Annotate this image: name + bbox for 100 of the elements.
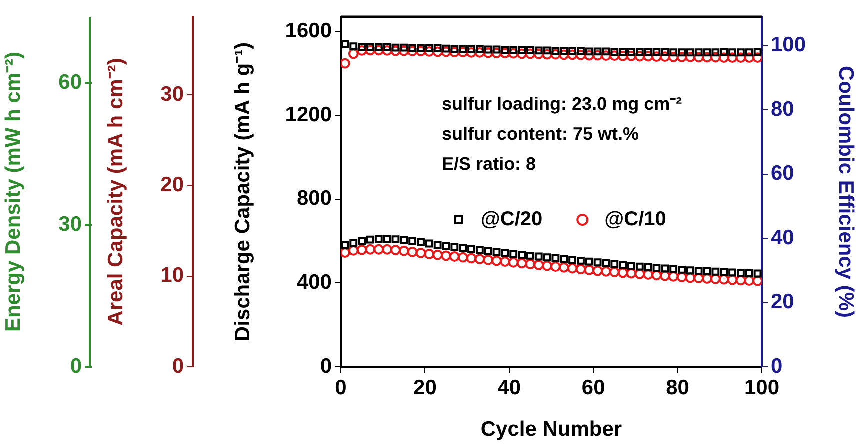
- point: [585, 48, 594, 56]
- text: 0: [70, 354, 82, 378]
- point: [670, 265, 678, 274]
- point: [643, 270, 654, 280]
- point: [459, 244, 468, 252]
- point: [400, 236, 408, 244]
- text: 60: [58, 70, 82, 94]
- point: [390, 245, 401, 256]
- point: [694, 273, 704, 284]
- point: [434, 241, 442, 249]
- point: [567, 50, 578, 60]
- point: [450, 243, 459, 252]
- point: [510, 250, 518, 258]
- point: [652, 52, 662, 62]
- point: [636, 48, 644, 56]
- point: [516, 258, 528, 269]
- point: [744, 276, 755, 286]
- point: [609, 267, 620, 278]
- point: [542, 49, 552, 60]
- y2-tick-label: 80: [771, 98, 794, 121]
- point: [736, 52, 746, 63]
- legend-label: @C/20: [480, 208, 543, 231]
- point: [710, 52, 721, 63]
- point: [577, 47, 585, 56]
- point: [417, 44, 425, 52]
- y-tick-label: 1200: [285, 103, 332, 126]
- point: [374, 235, 383, 244]
- point: [644, 48, 652, 56]
- point: [432, 250, 444, 260]
- point: [407, 46, 418, 57]
- point: [408, 44, 417, 52]
- point: [476, 45, 484, 54]
- annotation: sulfur content: 75 wt.%: [442, 124, 640, 144]
- point: [543, 46, 552, 55]
- point: [374, 45, 384, 56]
- point: [500, 256, 510, 267]
- point: [619, 48, 628, 56]
- x-tick-label: 0: [335, 376, 347, 400]
- point: [366, 43, 374, 52]
- point: [508, 48, 519, 59]
- point: [703, 48, 712, 57]
- point: [425, 44, 434, 52]
- point: [576, 264, 586, 275]
- point: [678, 48, 686, 57]
- point: [594, 48, 602, 56]
- y-tick-label: 400: [296, 270, 332, 294]
- point: [636, 262, 644, 271]
- point: [492, 256, 502, 266]
- point: [516, 48, 528, 60]
- point: [474, 47, 486, 58]
- point: [601, 50, 612, 62]
- point: [727, 52, 738, 63]
- point: [718, 52, 730, 63]
- legend-label: @C/10: [604, 208, 666, 231]
- point: [449, 47, 460, 58]
- point: [392, 236, 400, 244]
- y2-tick-label: 20: [771, 290, 794, 314]
- point: [366, 236, 374, 244]
- point: [441, 250, 452, 262]
- x-tick-label: 60: [582, 376, 606, 400]
- point: [432, 46, 444, 58]
- point: [702, 274, 712, 284]
- point: [374, 44, 383, 52]
- point: [694, 52, 704, 63]
- point: [585, 258, 594, 266]
- y2-tick-label: 60: [771, 162, 794, 186]
- point: [510, 46, 518, 54]
- point: [534, 252, 543, 261]
- point: [341, 248, 350, 258]
- point: [634, 51, 646, 62]
- point: [356, 244, 368, 256]
- x-tick-label: 40: [498, 376, 522, 400]
- point: [661, 264, 670, 273]
- point: [685, 52, 696, 62]
- point: [483, 48, 494, 58]
- point: [492, 48, 502, 58]
- point: [492, 248, 501, 256]
- point: [720, 48, 728, 56]
- point: [745, 270, 754, 278]
- point: [350, 239, 358, 248]
- point: [703, 267, 712, 276]
- annotation: E/S ratio: 8: [442, 154, 536, 174]
- y2-tick-label: 100: [771, 34, 806, 57]
- point: [568, 47, 577, 56]
- point: [727, 274, 738, 286]
- point: [610, 48, 619, 56]
- point: [754, 48, 762, 56]
- x-tick-label: 100: [744, 376, 780, 400]
- point: [594, 258, 602, 267]
- point: [518, 251, 526, 260]
- point: [441, 46, 452, 58]
- point: [543, 254, 552, 262]
- point: [358, 43, 366, 52]
- point: [382, 244, 393, 255]
- point: [568, 256, 577, 264]
- point: [584, 264, 595, 276]
- point: [609, 50, 620, 62]
- point: [702, 52, 712, 63]
- point: [550, 49, 561, 60]
- point: [398, 46, 410, 56]
